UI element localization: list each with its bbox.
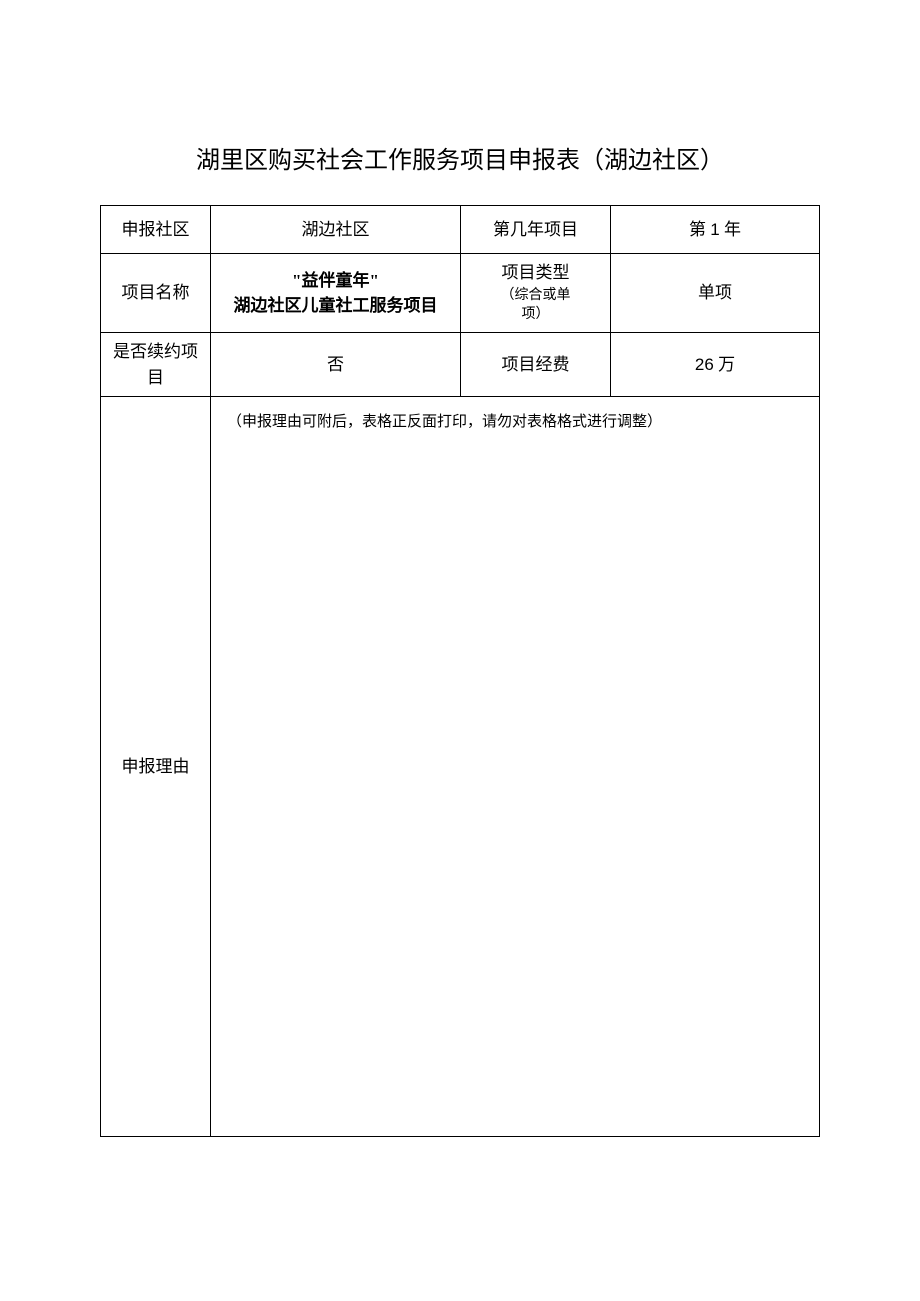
budget-suffix: 万	[714, 355, 735, 374]
table-row: 项目名称 "益伴童年" 湖边社区儿童社工服务项目 项目类型 （综合或单 项） 单…	[101, 254, 820, 333]
value-project-name: "益伴童年" 湖边社区儿童社工服务项目	[211, 254, 461, 333]
year-number: 1	[710, 220, 719, 239]
table-row: 是否续约项 目 否 项目经费 26 万	[101, 333, 820, 397]
renewal-label-line2: 目	[105, 365, 206, 391]
label-reason: 申报理由	[101, 397, 211, 1137]
project-type-label-line1: 项目类型	[502, 260, 570, 286]
table-row: 申报社区 湖边社区 第几年项目 第 1 年	[101, 206, 820, 254]
project-type-label-line3: 项）	[522, 305, 550, 325]
document-page: 湖里区购买社会工作服务项目申报表（湖边社区） 申报社区 湖边社区 第几年项目 第…	[0, 0, 920, 1237]
budget-number: 26	[695, 355, 714, 374]
value-community: 湖边社区	[211, 206, 461, 254]
application-form-table: 申报社区 湖边社区 第几年项目 第 1 年 项目名称 "益伴童年" 湖边社区儿童…	[100, 205, 820, 1137]
label-year: 第几年项目	[461, 206, 611, 254]
renewal-label-line1: 是否续约项	[105, 339, 206, 365]
value-year: 第 1 年	[611, 206, 820, 254]
table-row: 申报理由 （申报理由可附后，表格正反面打印，请勿对表格格式进行调整）	[101, 397, 820, 1137]
project-name-line1: "益伴童年"	[215, 268, 456, 294]
value-budget: 26 万	[611, 333, 820, 397]
year-suffix: 年	[720, 220, 741, 239]
value-renewal: 否	[211, 333, 461, 397]
document-title: 湖里区购买社会工作服务项目申报表（湖边社区）	[100, 140, 820, 175]
project-type-label-line2: （综合或单	[501, 286, 571, 306]
label-budget: 项目经费	[461, 333, 611, 397]
label-project-type: 项目类型 （综合或单 项）	[461, 254, 611, 333]
year-prefix: 第	[689, 220, 710, 239]
label-renewal: 是否续约项 目	[101, 333, 211, 397]
label-project-name: 项目名称	[101, 254, 211, 333]
value-project-type: 单项	[611, 254, 820, 333]
project-name-line2: 湖边社区儿童社工服务项目	[215, 293, 456, 319]
value-reason-note: （申报理由可附后，表格正反面打印，请勿对表格格式进行调整）	[211, 397, 820, 1137]
label-community: 申报社区	[101, 206, 211, 254]
